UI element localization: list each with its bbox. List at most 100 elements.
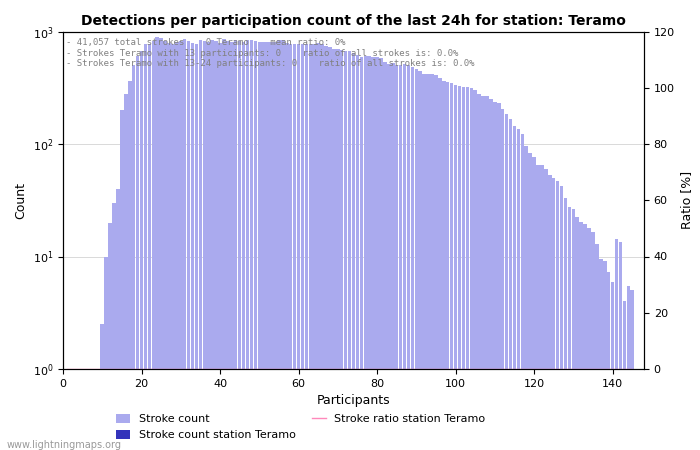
Bar — [136, 369, 139, 450]
Bar — [411, 68, 414, 450]
Bar — [438, 78, 442, 450]
Bar — [564, 369, 567, 450]
Bar — [442, 81, 446, 450]
Stroke ratio station Teramo — [506, 366, 514, 372]
Bar — [485, 369, 489, 450]
Y-axis label: Ratio [%]: Ratio [%] — [680, 171, 694, 230]
Bar — [383, 62, 386, 450]
Bar — [73, 369, 76, 450]
Bar — [399, 65, 402, 450]
Bar — [85, 369, 88, 450]
Title: Detections per participation count of the last 24h for station: Teramo: Detections per participation count of th… — [81, 14, 626, 27]
Bar — [151, 40, 155, 450]
Bar — [340, 50, 344, 450]
Bar — [324, 46, 328, 450]
Bar — [356, 369, 359, 450]
Bar — [238, 41, 242, 450]
Bar — [387, 369, 391, 450]
Bar — [572, 369, 575, 450]
Bar — [218, 43, 222, 450]
Bar — [482, 96, 485, 450]
Bar — [253, 40, 257, 450]
Bar — [532, 369, 536, 450]
Bar — [258, 369, 261, 450]
Bar — [595, 369, 598, 450]
Bar — [155, 369, 159, 450]
Bar — [312, 44, 316, 450]
Bar — [489, 369, 493, 450]
Bar — [309, 44, 312, 450]
Bar — [622, 301, 626, 450]
Bar — [270, 369, 273, 450]
Bar — [572, 209, 575, 450]
Bar — [309, 369, 312, 450]
Bar — [187, 369, 190, 450]
Bar — [273, 42, 276, 450]
Bar — [419, 71, 422, 450]
Bar — [583, 369, 587, 450]
Bar — [587, 369, 591, 450]
Bar — [454, 369, 457, 450]
Bar — [536, 165, 540, 450]
Bar — [360, 369, 363, 450]
Bar — [160, 38, 163, 450]
Bar — [501, 109, 505, 450]
Bar — [340, 369, 344, 450]
Bar — [587, 228, 591, 450]
Bar — [438, 369, 442, 450]
Stroke ratio station Teramo — [491, 366, 499, 372]
Bar — [622, 369, 626, 450]
Bar — [430, 74, 434, 450]
Stroke ratio station Teramo — [389, 366, 397, 372]
Bar — [372, 57, 375, 450]
Bar — [148, 369, 151, 450]
Bar — [328, 47, 332, 450]
Bar — [195, 44, 198, 450]
Bar — [564, 198, 567, 450]
Bar — [512, 369, 516, 450]
Bar — [234, 369, 237, 450]
Bar — [316, 43, 320, 450]
Bar — [336, 49, 340, 450]
Bar — [250, 369, 253, 450]
Bar — [65, 369, 69, 450]
Bar — [363, 56, 367, 450]
Text: - 41,057 total strokes    0 Teramo    mean ratio: 0%
- Strokes Teramo with 13 pa: - 41,057 total strokes 0 Teramo mean rat… — [66, 38, 475, 68]
Bar — [599, 259, 603, 450]
Bar — [151, 369, 155, 450]
Bar — [493, 369, 496, 450]
Bar — [206, 42, 210, 450]
Bar — [521, 134, 524, 450]
Bar — [92, 369, 96, 450]
Bar — [458, 369, 461, 450]
Bar — [332, 369, 335, 450]
Bar — [199, 40, 202, 450]
Bar — [607, 369, 610, 450]
Stroke ratio station Teramo — [66, 366, 75, 372]
Bar — [399, 369, 402, 450]
Bar — [482, 369, 485, 450]
Bar — [524, 369, 528, 450]
Bar — [316, 369, 320, 450]
Bar — [524, 146, 528, 450]
Bar — [414, 369, 418, 450]
Bar — [454, 85, 457, 450]
Bar — [552, 178, 556, 450]
Bar — [517, 369, 520, 450]
Bar — [560, 369, 564, 450]
Bar — [556, 369, 559, 450]
Bar — [199, 369, 202, 450]
Bar — [556, 181, 559, 450]
Bar — [493, 102, 496, 450]
Bar — [140, 369, 143, 450]
Bar — [132, 65, 135, 450]
Bar — [289, 44, 293, 450]
Bar — [528, 369, 532, 450]
Bar — [477, 94, 481, 450]
Bar — [603, 369, 606, 450]
Bar — [148, 44, 151, 450]
Bar — [489, 99, 493, 450]
Bar — [599, 369, 603, 450]
Bar — [473, 90, 477, 450]
Bar — [241, 369, 245, 450]
